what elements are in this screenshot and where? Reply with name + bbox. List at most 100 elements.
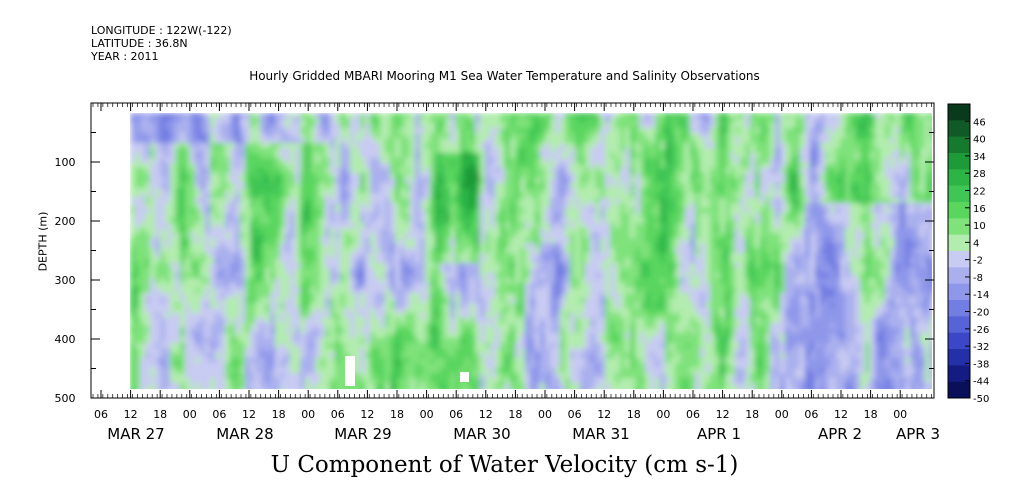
heat-cell [570, 118, 576, 124]
heat-cell [505, 263, 511, 269]
heat-cell [440, 163, 446, 169]
heat-cell [130, 328, 136, 334]
heat-cell [185, 188, 191, 194]
heat-cell [555, 158, 561, 164]
heat-cell [545, 293, 551, 299]
heat-cell [140, 283, 146, 289]
heat-cell [240, 158, 246, 164]
heat-cell [225, 213, 231, 219]
heat-cell [455, 303, 461, 309]
heat-cell [325, 158, 331, 164]
heat-cell [455, 308, 461, 314]
heat-cell [160, 213, 166, 219]
heat-cell [175, 323, 181, 329]
heat-cell [495, 298, 501, 304]
heat-cell [315, 133, 321, 139]
heat-cell [200, 203, 206, 209]
heat-cell [570, 188, 576, 194]
heat-cell [540, 243, 546, 249]
heat-cell [300, 313, 306, 319]
heat-cell [155, 373, 161, 379]
heat-cell [490, 203, 496, 209]
heat-cell [540, 113, 546, 119]
heat-cell [440, 353, 446, 359]
heat-cell [485, 263, 491, 269]
heat-cell [135, 353, 141, 359]
heat-cell [265, 273, 271, 279]
heat-cell [145, 223, 151, 229]
heat-cell [320, 383, 326, 389]
heat-cell [145, 343, 151, 349]
heat-cell [470, 198, 476, 204]
heat-cell [225, 118, 231, 124]
heat-cell [395, 353, 401, 359]
heat-cell [450, 243, 456, 249]
heat-cell [265, 308, 271, 314]
heat-cell [155, 168, 161, 174]
heat-cell [175, 123, 181, 129]
heat-cell [200, 338, 206, 344]
heat-cell [160, 243, 166, 249]
heat-cell [390, 258, 396, 264]
heat-cell [435, 293, 441, 299]
heat-cell [145, 278, 151, 284]
heat-cell [365, 148, 371, 154]
heat-cell [545, 318, 551, 324]
heat-cell [525, 198, 531, 204]
heat-cell [390, 288, 396, 294]
heat-cell [210, 378, 216, 384]
heat-cell [375, 343, 381, 349]
heat-cell [470, 208, 476, 214]
heat-cell [445, 223, 451, 229]
heat-cell [330, 278, 336, 284]
heat-cell [365, 318, 371, 324]
heat-cell [245, 313, 251, 319]
heat-cell [450, 118, 456, 124]
heat-cell [330, 223, 336, 229]
heat-cell [360, 223, 366, 229]
heat-cell [235, 348, 241, 354]
heat-cell [340, 328, 346, 334]
heat-cell [520, 333, 526, 339]
heat-cell [435, 218, 441, 224]
heat-cell [475, 353, 481, 359]
heat-cell [130, 113, 136, 119]
heat-cell [405, 178, 411, 184]
heat-cell [170, 253, 176, 259]
heat-cell [545, 358, 551, 364]
heat-cell [395, 153, 401, 159]
heat-cell [175, 193, 181, 199]
heat-cell [190, 188, 196, 194]
heat-cell [525, 143, 531, 149]
heat-cell [155, 218, 161, 224]
heat-cell [540, 208, 546, 214]
heat-cell [225, 278, 231, 284]
heat-cell [160, 363, 166, 369]
heat-cell [460, 328, 466, 334]
heat-cell [410, 133, 416, 139]
heat-cell [235, 363, 241, 369]
heat-cell [560, 208, 566, 214]
heat-cell [430, 188, 436, 194]
heat-cell [480, 193, 486, 199]
heat-cell [375, 303, 381, 309]
heat-cell [520, 188, 526, 194]
heat-cell [440, 143, 446, 149]
heat-cell [145, 138, 151, 144]
heat-cell [155, 178, 161, 184]
heat-cell [275, 233, 281, 239]
heat-cell [410, 173, 416, 179]
heat-cell [220, 293, 226, 299]
heat-cell [415, 323, 421, 329]
heat-cell [455, 213, 461, 219]
heat-cell [275, 328, 281, 334]
heat-cell [325, 248, 331, 254]
heat-cell [495, 203, 501, 209]
heat-cell [140, 288, 146, 294]
heat-cell [375, 243, 381, 249]
heat-cell [435, 373, 441, 379]
heat-cell [545, 383, 551, 389]
heat-cell [310, 183, 316, 189]
heat-cell [525, 328, 531, 334]
heat-cell [200, 153, 206, 159]
